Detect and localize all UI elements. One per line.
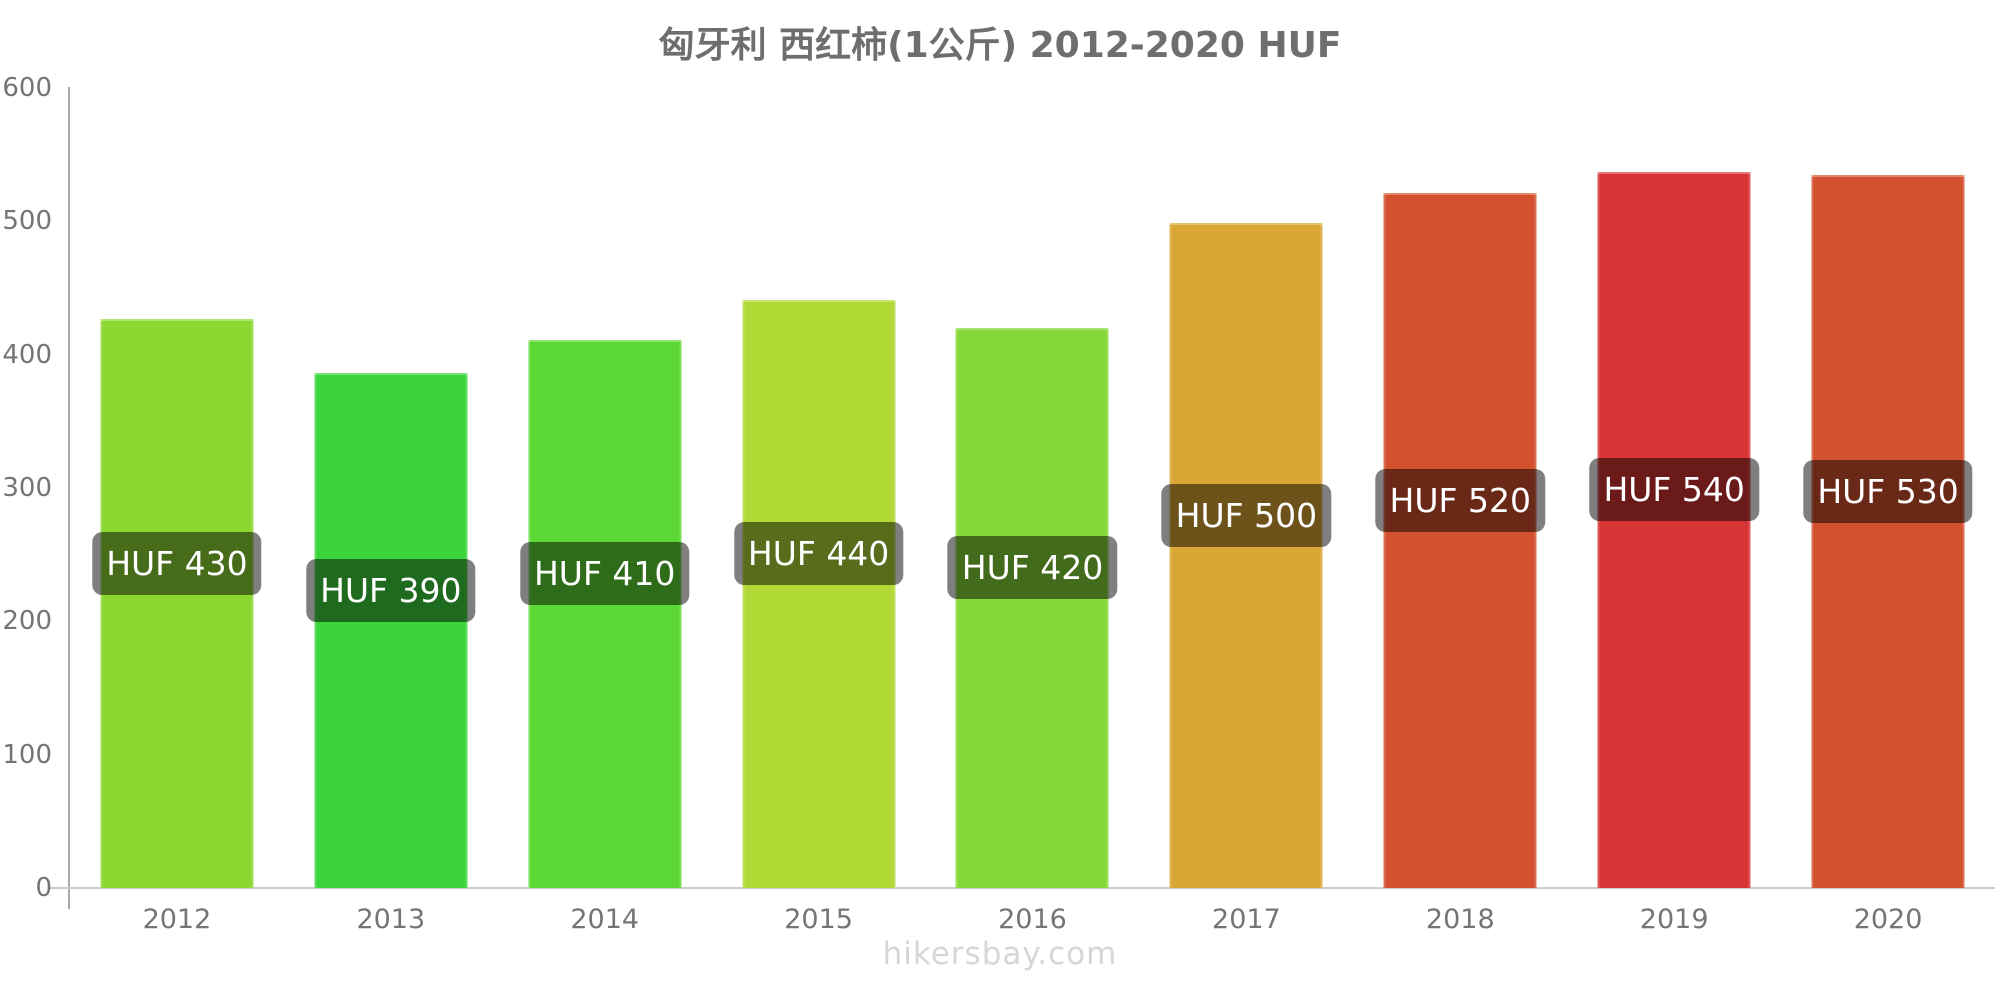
plot-area: HUF 430 2012 HUF 390 2013 HUF 410 2014 HUF 440… xyxy=(70,88,1995,935)
bar-slot-2017: HUF 500 2017 xyxy=(1139,88,1353,935)
bar-2015[interactable] xyxy=(742,300,896,888)
bar-2013[interactable] xyxy=(314,373,468,888)
y-tick-label-0: 0 xyxy=(35,873,52,903)
x-tick-label-2018: 2018 xyxy=(1425,904,1495,935)
y-axis-tick-labels: 600 500 400 300 200 100 0 xyxy=(0,73,52,903)
value-label-2018: HUF 520 xyxy=(1375,469,1545,532)
bar-slot-2019: HUF 540 2019 xyxy=(1567,88,1781,935)
y-axis-line xyxy=(68,87,70,909)
bar-slot-2013: HUF 390 2013 xyxy=(284,88,498,935)
value-label-2012: HUF 430 xyxy=(92,532,262,595)
value-label-2013: HUF 390 xyxy=(306,559,476,622)
bar-2017[interactable] xyxy=(1169,223,1323,888)
bar-2019[interactable] xyxy=(1597,172,1751,888)
value-label-2015: HUF 440 xyxy=(733,522,904,585)
bar-slot-2015: HUF 440 2015 xyxy=(712,88,926,935)
x-tick-label-2014: 2014 xyxy=(570,904,640,935)
bar-slot-2014: HUF 410 2014 xyxy=(498,88,712,935)
bar-2020[interactable] xyxy=(1811,175,1965,888)
y-tick-label-100: 100 xyxy=(2,740,52,770)
bar-slot-2012: HUF 430 2012 xyxy=(70,88,284,935)
chart-title: 匈牙利 西红柿(1公斤) 2012-2020 HUF xyxy=(658,25,1342,66)
x-tick-label-2017: 2017 xyxy=(1212,904,1281,935)
y-tick-label-400: 400 xyxy=(2,340,52,370)
x-tick-label-2016: 2016 xyxy=(998,904,1067,935)
x-tick-label-2020: 2020 xyxy=(1853,904,1923,935)
x-tick-label-2013: 2013 xyxy=(356,904,426,935)
x-tick-label-2015: 2015 xyxy=(784,904,853,935)
x-tick-label-2019: 2019 xyxy=(1639,904,1709,935)
value-label-2020: HUF 530 xyxy=(1803,460,1973,523)
value-label-2017: HUF 500 xyxy=(1161,484,1332,547)
bar-2014[interactable] xyxy=(528,340,682,888)
x-axis-line xyxy=(50,887,1995,889)
bar-2018[interactable] xyxy=(1383,193,1537,888)
y-tick-label-500: 500 xyxy=(2,206,52,236)
bar-2016[interactable] xyxy=(955,328,1109,888)
bar-slot-2018: HUF 520 2018 xyxy=(1353,88,1567,935)
value-label-2016: HUF 420 xyxy=(947,536,1118,599)
watermark: hikersbay.com xyxy=(882,936,1118,972)
bar-2012[interactable] xyxy=(100,319,254,888)
y-tick-label-600: 600 xyxy=(2,73,52,103)
y-tick-label-200: 200 xyxy=(2,606,52,636)
y-tick-label-300: 300 xyxy=(2,473,52,503)
bar-slot-2020: HUF 530 2020 xyxy=(1781,88,1995,935)
x-tick-label-2012: 2012 xyxy=(142,904,212,935)
value-label-2014: HUF 410 xyxy=(519,542,690,605)
value-label-2019: HUF 540 xyxy=(1589,458,1759,521)
bar-slot-2016: HUF 420 2016 xyxy=(926,88,1140,935)
